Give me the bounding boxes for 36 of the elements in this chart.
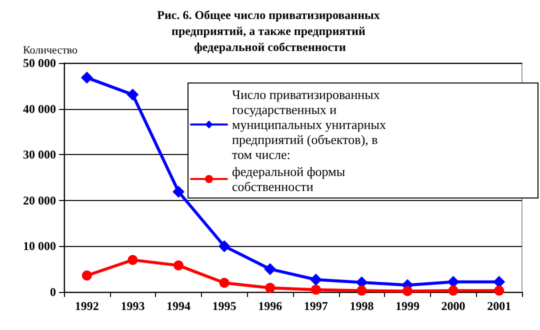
y-tick-label: 0 [50,285,56,299]
x-tick-label: 1998 [350,299,374,313]
y-axis-title: Количество [23,44,78,56]
x-tick-label: 1997 [304,299,328,313]
point [174,260,184,270]
x-tick-label: 2000 [441,299,466,313]
legend-label: федеральной формы собственности [232,164,348,194]
x-tick-label: 2001 [487,299,512,313]
y-tick-label: 10 000 [23,239,56,254]
point [218,240,230,252]
x-tick-label: 1992 [74,299,99,313]
point [128,254,138,265]
y-tick-label: 20 000 [23,193,56,208]
point [356,286,367,296]
point [172,186,184,198]
x-tick-label: 1993 [120,299,145,313]
y-tick-label: 40 000 [23,102,56,116]
chart-title: Рис. 6. Общее число приватизированных предприятий, а также предприятий федеральной собственности [157,8,383,54]
y-tick-label: 30 000 [23,148,56,162]
point [82,270,92,281]
point [402,286,412,296]
legend-label: Число приватизированных государственных и муниципальных унитарных предприятий (объектов), в том числе: [232,87,390,162]
x-tick-label: 1999 [396,299,420,313]
point [448,286,458,296]
x-tick-label: 1994 [166,299,190,313]
x-tick-label: 1995 [212,299,236,313]
point [219,278,230,288]
point [265,282,276,293]
point [126,88,139,101]
y-tick-label: 50 000 [23,56,56,70]
point [80,72,93,84]
point [310,284,321,295]
x-tick-label: 1996 [258,299,282,313]
point [310,274,322,286]
point [494,286,504,296]
point [264,263,276,276]
